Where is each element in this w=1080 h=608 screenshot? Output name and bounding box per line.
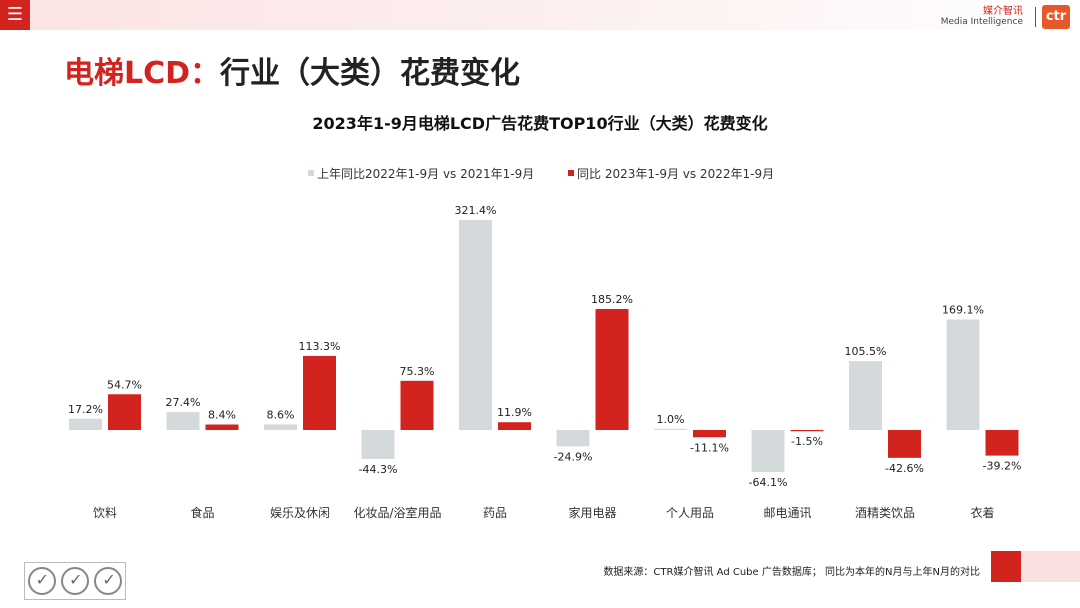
category-label: 个人用品	[666, 506, 714, 520]
value-label: 169.1%	[942, 304, 984, 317]
category-label: 娱乐及休闲	[270, 506, 330, 520]
value-label: -1.5%	[791, 435, 823, 448]
value-label: 54.7%	[107, 378, 142, 391]
legend-swatch-2	[568, 170, 574, 176]
bar-curr	[888, 430, 921, 458]
bar-curr	[400, 380, 434, 430]
value-label: 17.2%	[68, 403, 103, 416]
category-label: 衣着	[970, 505, 994, 520]
category-label: 药品	[483, 506, 507, 520]
value-label: 27.4%	[166, 396, 201, 409]
bar-curr	[790, 430, 824, 432]
footer-source: 数据来源：CTR媒介智讯 Ad Cube 广告数据库； 同比为本年的N月与上年N…	[603, 567, 980, 578]
bar-prev	[751, 430, 785, 472]
category-label: 邮电通讯	[763, 506, 811, 520]
value-label: 8.6%	[267, 408, 295, 421]
value-label: 11.9%	[497, 406, 532, 419]
brand-en: Media Intelligence	[940, 17, 1023, 27]
brand: 媒介智讯 Media Intelligence ctr	[941, 4, 1070, 30]
value-label: 185.2%	[591, 293, 633, 306]
page-title: 电梯LCD：行业（大类）花费变化	[64, 48, 520, 92]
legend-swatch-1	[308, 170, 314, 176]
bar-curr	[985, 430, 1019, 456]
legend-label-2: 同比 2023年1-9月 vs 2022年1-9月	[577, 167, 774, 181]
bar-prev	[264, 424, 297, 430]
menu-icon[interactable]: ☰	[0, 0, 30, 30]
bar-curr	[595, 308, 629, 430]
value-label: 105.5%	[845, 345, 887, 358]
bar-prev	[166, 412, 200, 430]
category-label: 饮料	[93, 506, 117, 520]
sgs-badge-icon	[27, 567, 56, 595]
category-label: 家用电器	[568, 505, 616, 520]
value-label: -64.1%	[749, 476, 788, 489]
bar-curr	[303, 355, 336, 430]
brand-cn: 媒介智讯	[983, 6, 1023, 17]
bar-curr	[498, 422, 531, 430]
value-label: -39.2%	[983, 460, 1022, 473]
value-label: 321.4%	[455, 204, 497, 217]
bar-prev	[459, 220, 492, 430]
value-label: -11.1%	[690, 441, 729, 454]
bar-prev	[361, 430, 395, 459]
bar-prev	[849, 361, 882, 430]
value-label: -44.3%	[359, 463, 398, 476]
footer-accent-block	[991, 551, 1021, 582]
bar-curr	[205, 424, 239, 430]
chart-bars	[69, 220, 1019, 472]
sgs-badge-icon	[60, 567, 89, 595]
sgs-certifications	[24, 562, 126, 600]
ctr-logo: ctr	[1042, 5, 1070, 29]
bar-chart: 上年同比2022年1-9月 vs 2021年1-9月 同比 2023年1-9月 v…	[68, 167, 1021, 520]
page-title-rest: 行业（大类）花费变化	[220, 56, 521, 91]
chart-category-labels: 饮料 食品 娱乐及休闲 化妆品/浴室用品 药品 家用电器 个人用品 邮电通讯 酒精类饮品 衣着	[93, 505, 995, 520]
value-label: 75.3%	[400, 365, 435, 378]
value-label: 1.0%	[657, 413, 685, 426]
bar-prev	[654, 428, 687, 430]
chart-legend: 上年同比2022年1-9月 vs 2021年1-9月 同比 2023年1-9月 v…	[308, 167, 774, 181]
top-bar: ☰ 媒介智讯 Media Intelligence ctr	[0, 0, 1080, 30]
legend-label-1: 上年同比2022年1-9月 vs 2021年1-9月	[317, 167, 534, 181]
bar-curr	[693, 430, 726, 438]
bar-prev	[69, 418, 102, 430]
category-label: 酒精类饮品	[855, 506, 915, 520]
brand-divider	[1035, 7, 1036, 27]
bar-prev	[556, 430, 590, 447]
bar-prev	[946, 319, 980, 430]
value-label: 113.3%	[299, 340, 341, 353]
page-title-accent: 电梯LCD：	[64, 56, 221, 91]
category-label: 化妆品/浴室用品	[353, 505, 441, 520]
category-label: 食品	[190, 505, 214, 520]
value-label: -42.6%	[885, 462, 924, 475]
value-label: 8.4%	[208, 409, 236, 422]
sgs-badge-icon	[94, 567, 123, 595]
chart-title: 2023年1-9月电梯LCD广告花费TOP10行业（大类）花费变化	[312, 114, 768, 133]
chart-value-labels: 17.2% 54.7% 27.4% 8.4% 8.6% 113.3% -44.3% 75.3%…	[68, 204, 1021, 489]
value-label: -24.9%	[554, 450, 593, 463]
bar-curr	[108, 394, 141, 430]
